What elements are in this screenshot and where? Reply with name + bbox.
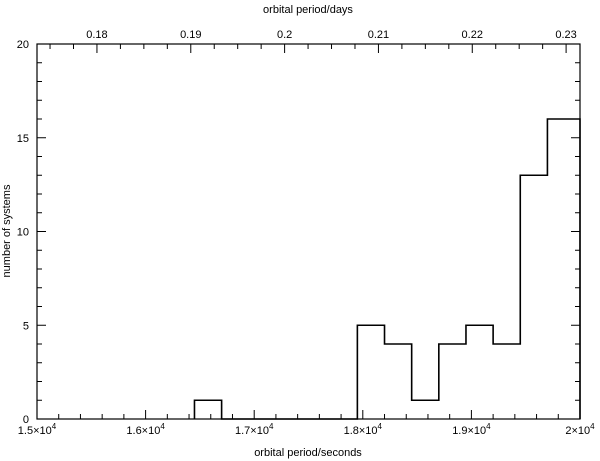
tick-marks [36, 43, 581, 420]
top-tick-label: 0.23 [555, 29, 576, 41]
top-tick-label: 0.18 [86, 29, 107, 41]
top-axis-title: orbital period/days [263, 4, 353, 16]
top-tick-label: 0.21 [368, 29, 389, 41]
histogram-bin [194, 400, 221, 419]
x-tick-label: 2×104 [565, 422, 595, 437]
histogram-bin [385, 344, 412, 419]
histogram-bin [493, 344, 520, 419]
histogram-bin [466, 325, 493, 419]
histogram-bin [520, 175, 547, 419]
plot-frame [36, 43, 581, 420]
histogram-bin [357, 325, 384, 419]
x-tick-labels: 1.5×104 1.6×104 1.7×104 1.8×104 1.9×104 2×104 [18, 422, 595, 437]
x-axis-title: orbital period/seconds [254, 447, 362, 459]
histogram-bins [194, 119, 580, 419]
y-axis-title: number of systems [1, 184, 13, 277]
x-tick-label: 1.7×104 [235, 422, 274, 437]
x-tick-label: 1.8×104 [344, 422, 383, 437]
y-tick-label: 10 [17, 227, 29, 239]
top-tick-label: 0.22 [462, 29, 483, 41]
y-tick-labels: 0 5 10 15 20 [17, 39, 29, 426]
y-tick-label: 20 [17, 39, 29, 51]
y-tick-label: 5 [23, 320, 29, 332]
x-tick-label: 1.9×104 [452, 422, 491, 437]
histogram-bin [412, 400, 439, 419]
top-tick-label: 0.2 [277, 29, 292, 41]
histogram-outline [193, 118, 581, 420]
y-tick-label: 0 [23, 414, 29, 426]
x-tick-label: 1.5×104 [18, 422, 57, 437]
x-tick-label: 1.6×104 [126, 422, 165, 437]
y-tick-label: 15 [17, 133, 29, 145]
top-axis-tick-labels: 0.18 0.19 0.2 0.21 0.22 0.23 [86, 29, 577, 41]
top-tick-label: 0.19 [180, 29, 201, 41]
histogram-bin [439, 344, 466, 419]
